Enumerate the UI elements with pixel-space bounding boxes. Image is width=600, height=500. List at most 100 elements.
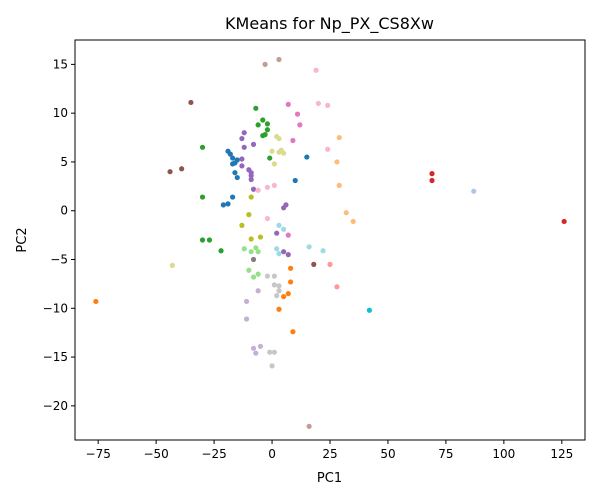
data-point <box>234 157 240 163</box>
data-point <box>253 350 259 356</box>
data-point <box>271 273 277 279</box>
data-point <box>287 265 294 271</box>
x-tick-label: 100 <box>492 447 515 461</box>
data-point <box>167 169 173 175</box>
data-point <box>325 102 331 108</box>
y-tick-label: 0 <box>60 204 68 218</box>
data-point <box>241 144 247 150</box>
data-point <box>429 177 435 184</box>
data-point <box>250 141 257 147</box>
data-point <box>304 154 310 160</box>
data-point <box>285 252 291 258</box>
data-point <box>248 194 254 200</box>
data-point <box>276 56 282 63</box>
data-point <box>248 249 254 255</box>
data-point <box>253 105 259 111</box>
data-point <box>292 177 298 184</box>
data-point <box>220 202 226 208</box>
data-point <box>334 159 340 165</box>
data-point <box>246 212 252 218</box>
data-point <box>230 194 236 200</box>
x-axis: −75 −50 −25 0 25 50 75 100 125 <box>86 440 573 461</box>
x-tick-label: 125 <box>550 447 573 461</box>
data-point <box>274 246 280 252</box>
data-point <box>188 99 194 106</box>
data-point <box>336 134 342 141</box>
data-point <box>269 148 275 154</box>
data-point <box>561 218 567 225</box>
x-tick-label: 75 <box>438 447 453 461</box>
data-point <box>255 288 261 294</box>
y-tick-label: −15 <box>43 350 68 364</box>
data-point <box>227 151 233 157</box>
data-point <box>241 130 247 136</box>
data-point <box>276 135 282 142</box>
points-layer <box>93 56 567 429</box>
data-point <box>248 173 254 179</box>
y-tick-label: 15 <box>53 57 68 71</box>
data-point <box>250 274 257 280</box>
data-point <box>239 222 245 228</box>
data-point <box>234 174 240 181</box>
data-point <box>199 194 206 200</box>
y-tick-label: −5 <box>50 253 68 267</box>
data-point <box>239 156 245 162</box>
data-point <box>306 244 312 250</box>
data-point <box>281 293 287 300</box>
data-point <box>285 232 291 238</box>
data-point <box>294 111 301 117</box>
y-tick-label: −20 <box>43 399 68 413</box>
data-point <box>257 343 264 349</box>
y-tick-label: 5 <box>60 155 68 169</box>
data-point <box>297 122 303 128</box>
data-point <box>169 262 175 268</box>
x-axis-label: PC1 <box>317 471 342 486</box>
data-point <box>313 67 319 73</box>
data-point <box>290 137 296 144</box>
data-point <box>366 307 373 313</box>
data-point <box>93 298 99 305</box>
data-point <box>267 349 273 355</box>
x-tick-label: 0 <box>268 447 276 461</box>
data-point <box>290 329 296 335</box>
data-point <box>336 182 342 188</box>
data-point <box>274 293 280 299</box>
data-point <box>262 132 268 138</box>
data-point <box>243 316 250 322</box>
data-point <box>276 251 282 257</box>
data-point <box>276 283 282 289</box>
data-point <box>311 261 317 267</box>
y-axis: −20 −15 −10 −5 0 5 10 15 <box>43 57 75 413</box>
data-point <box>255 249 261 255</box>
data-point <box>471 188 477 194</box>
chart-title: KMeans for Np_PX_CS8Xw <box>225 14 434 34</box>
y-tick-label: 10 <box>53 106 68 120</box>
data-point <box>320 248 326 254</box>
data-point <box>239 163 245 169</box>
data-point <box>199 237 206 243</box>
data-point <box>241 246 247 252</box>
y-tick-label: −10 <box>43 301 68 315</box>
data-point <box>306 423 312 429</box>
data-point <box>267 155 273 161</box>
data-point <box>350 218 356 225</box>
data-point <box>325 146 331 152</box>
data-point <box>255 271 261 277</box>
data-point <box>260 117 266 123</box>
data-point <box>429 171 435 177</box>
data-point <box>276 222 282 228</box>
data-point <box>199 144 206 150</box>
data-point <box>334 284 340 290</box>
x-tick-label: 50 <box>380 447 395 461</box>
data-point <box>206 237 213 243</box>
data-point <box>257 234 264 240</box>
data-point <box>276 306 282 312</box>
data-point <box>281 226 287 232</box>
data-point <box>264 184 271 190</box>
data-point <box>253 245 259 251</box>
data-point <box>250 345 257 351</box>
data-point <box>225 201 231 207</box>
data-point <box>250 256 257 263</box>
data-point <box>243 298 250 305</box>
data-point <box>218 248 224 254</box>
